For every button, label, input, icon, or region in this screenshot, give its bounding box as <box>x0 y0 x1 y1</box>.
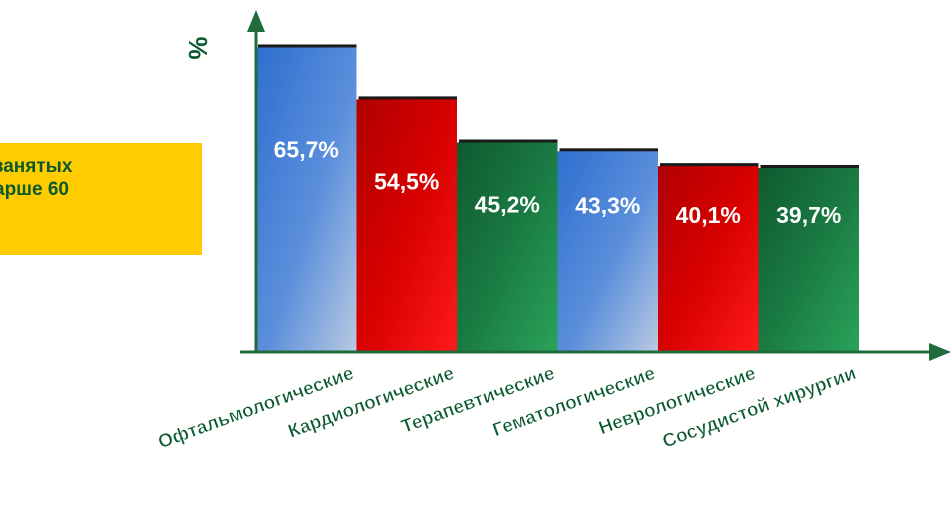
y-axis-arrow-icon <box>247 10 265 32</box>
bar-top-shadow <box>660 163 759 168</box>
category-label: Гематологические <box>490 363 658 441</box>
info-callout: занятых арше 60 <box>0 143 202 255</box>
bar-top-shadow <box>559 148 658 153</box>
bar <box>457 142 558 352</box>
bar-top-shadow <box>459 139 558 144</box>
bar-value-label: 39,7% <box>776 202 841 228</box>
x-axis-arrow-icon <box>929 343 951 361</box>
bar-value-label: 65,7% <box>274 136 339 162</box>
bar-value-label: 43,3% <box>575 192 640 218</box>
bar-value-label: 54,5% <box>374 168 439 194</box>
y-axis-label: % <box>183 36 213 59</box>
bar-top-shadow <box>760 164 859 169</box>
bar <box>658 166 759 352</box>
bar-top-shadow <box>258 44 357 49</box>
bar-value-label: 45,2% <box>475 191 540 217</box>
bar <box>256 47 357 352</box>
category-label: Сосудистой хирургии <box>660 363 859 453</box>
callout-line-1: занятых <box>0 156 73 177</box>
bar <box>356 99 457 352</box>
bar-value-label: 40,1% <box>676 202 741 228</box>
callout-line-2: арше 60 <box>0 179 69 200</box>
bar <box>758 167 859 352</box>
bar <box>557 151 658 352</box>
bar-top-shadow <box>358 96 457 101</box>
category-label: Кардиологические <box>285 363 457 443</box>
